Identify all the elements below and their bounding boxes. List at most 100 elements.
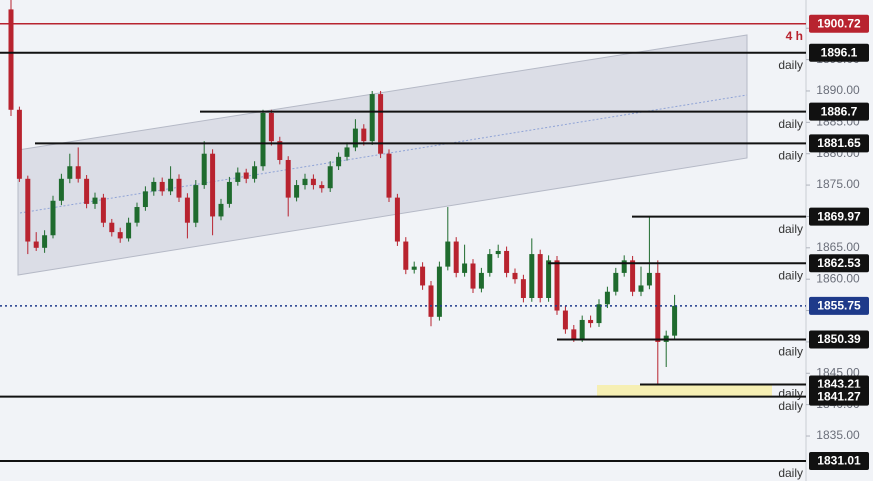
candle-body (285, 159, 291, 198)
candle-body (487, 254, 493, 273)
candle-body (151, 181, 157, 192)
candle-body (554, 260, 560, 311)
price-label-box (809, 207, 869, 226)
candle-body (512, 272, 518, 280)
timeframe-label: daily (778, 268, 803, 282)
candle-body (109, 222, 115, 233)
timeframe-label: daily (778, 222, 803, 236)
y-tick-label: 1890.00 (816, 83, 860, 97)
candle-body (25, 178, 31, 242)
price-label: 1881.65 (817, 136, 861, 150)
candle-body (67, 166, 73, 179)
candle-body (126, 222, 132, 239)
price-label: 1886.7 (821, 104, 858, 118)
candle-body (546, 260, 552, 298)
candle-body (369, 94, 375, 142)
candle-body (462, 263, 468, 273)
candle-body (159, 181, 165, 192)
candle-body (672, 305, 678, 336)
price-label-box (809, 452, 869, 471)
candle-body (571, 329, 577, 339)
candle-body (84, 178, 90, 204)
candle-body (302, 178, 308, 186)
candle-body (386, 153, 392, 198)
candle-body (226, 181, 232, 204)
candle-body (470, 263, 476, 289)
support-zone (597, 385, 772, 396)
y-tick-label: 1835.00 (816, 428, 860, 442)
candle-body (50, 200, 56, 236)
candle-body (445, 241, 451, 267)
candle-body (655, 272, 661, 342)
candle-body (453, 241, 459, 273)
timeframe-label: daily (778, 58, 803, 72)
candle-body (168, 178, 174, 192)
candle-body (117, 232, 123, 239)
price-label-box (809, 387, 869, 406)
candle-body (201, 153, 207, 186)
price-label: 1900.72 (817, 16, 861, 30)
candle-body (142, 191, 148, 208)
last-price-label: 1855.75 (817, 299, 861, 313)
candle-body (478, 272, 484, 289)
candle-body (604, 291, 610, 305)
candle-body (294, 185, 300, 198)
candle-body (268, 112, 274, 142)
candle-body (420, 266, 426, 286)
candle-body (92, 197, 98, 204)
last-price-box (809, 296, 869, 315)
y-tick-label: 1865.00 (816, 240, 860, 254)
candle-body (638, 285, 644, 292)
timeframe-label: daily (778, 117, 803, 131)
candle-body (75, 166, 81, 179)
candle-body (428, 285, 434, 317)
candle-body (504, 250, 510, 273)
candle-body (33, 241, 39, 248)
price-label: 1862.53 (817, 256, 861, 270)
price-label-box (809, 330, 869, 349)
price-label: 1896.1 (821, 45, 858, 59)
candle-body (630, 260, 636, 292)
candle-body (613, 272, 619, 292)
candle-body (310, 178, 316, 186)
price-label-box (809, 43, 869, 62)
timeframe-label: daily (778, 149, 803, 163)
candle-body (588, 319, 594, 324)
candle-body (327, 166, 333, 189)
price-label-box (809, 14, 869, 33)
candle-body (176, 178, 182, 198)
price-label-box (809, 254, 869, 273)
candle-body (235, 172, 241, 182)
candle-body (260, 112, 266, 167)
candle-body (184, 197, 190, 223)
candle-body (520, 279, 526, 298)
timeframe-label: 4 h (786, 29, 803, 43)
candle-body (42, 235, 48, 248)
candle-body (562, 310, 568, 330)
price-label: 1869.97 (817, 209, 861, 223)
candle-body (344, 147, 350, 157)
regression-channel (17, 34, 748, 276)
candle-body (243, 172, 249, 179)
candle-body (336, 156, 342, 167)
candle-body (596, 304, 602, 324)
candle-body (193, 185, 199, 223)
price-label: 1831.01 (817, 454, 861, 468)
candle-body (495, 250, 501, 255)
candle-body (352, 128, 358, 148)
channel-midline (19, 94, 748, 214)
price-label: 1850.39 (817, 332, 861, 346)
timeframe-label: daily (778, 399, 803, 413)
candle-body (646, 272, 652, 286)
candle-body (218, 203, 224, 217)
candle-body (58, 178, 64, 201)
candle-body (403, 241, 409, 270)
levels: 1900.72 4 h 1896.1 daily 1886.7 daily 1881.65 d… (0, 14, 869, 480)
candles (8, 0, 678, 385)
price-label-box (809, 102, 869, 121)
price-label: 1841.27 (817, 389, 861, 403)
candle-body (621, 260, 627, 273)
candle-body (394, 197, 400, 242)
y-tick-label: 1875.00 (816, 177, 860, 191)
